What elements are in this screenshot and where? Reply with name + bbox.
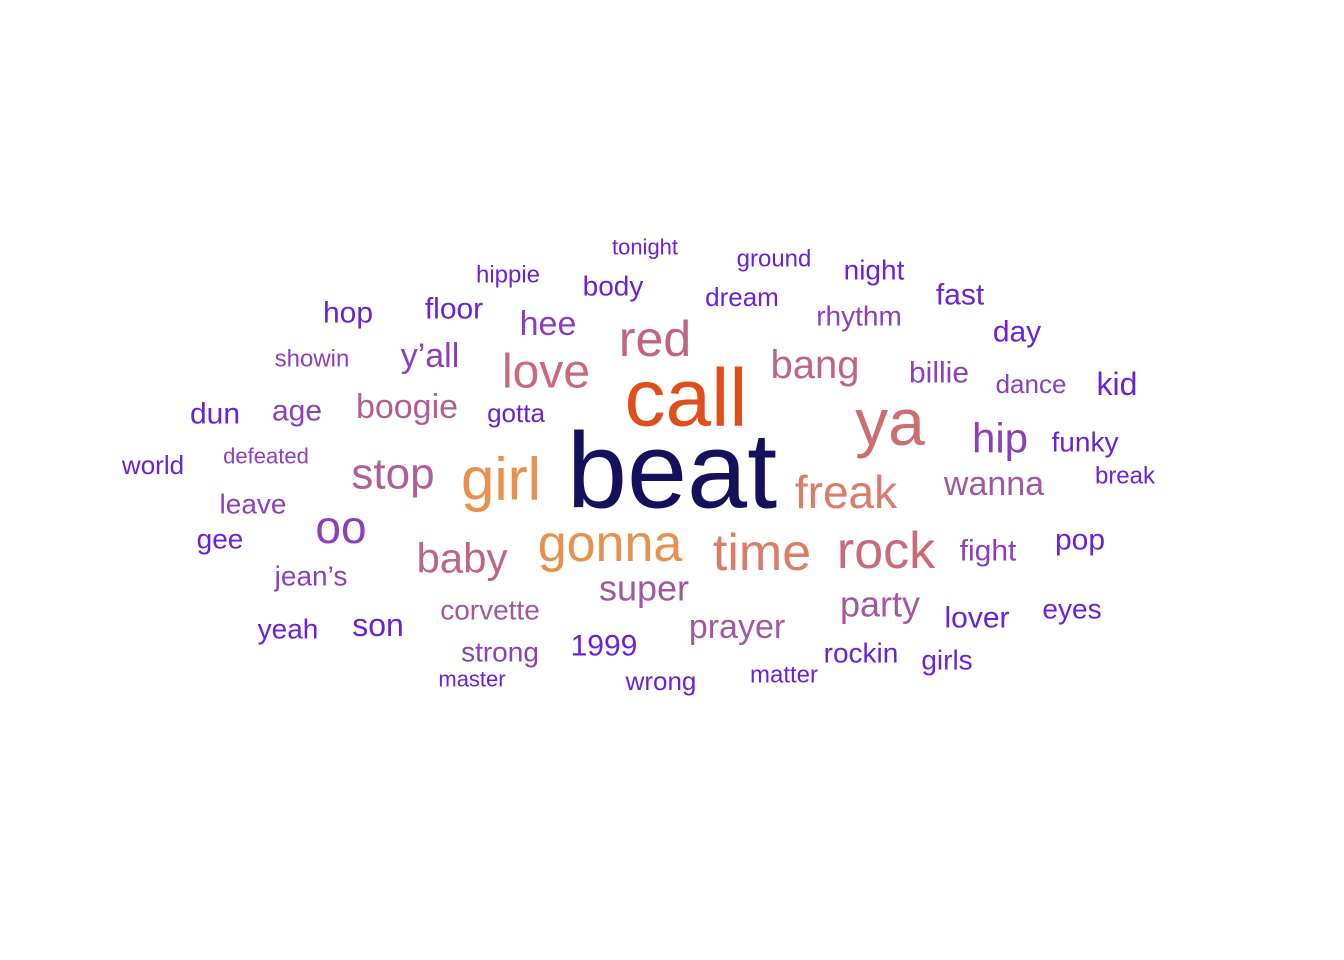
word-wanna: wanna — [943, 465, 1044, 503]
word-leave: leave — [220, 489, 287, 520]
word-hee: hee — [520, 305, 577, 343]
word-jeans: jean’s — [274, 561, 348, 592]
word-strong: strong — [461, 637, 539, 668]
word-ground: ground — [737, 246, 812, 273]
word-hop: hop — [323, 297, 373, 330]
word-hip: hip — [972, 415, 1028, 462]
word-lover: lover — [944, 602, 1009, 635]
word-defeated: defeated — [223, 444, 309, 469]
word-matter: matter — [750, 662, 818, 689]
word-wrong: wrong — [625, 666, 697, 696]
word-red: red — [619, 311, 691, 367]
word-party: party — [840, 584, 920, 625]
word-kid: kid — [1097, 366, 1138, 402]
word-freak: freak — [795, 466, 898, 518]
word-love: love — [502, 346, 590, 399]
word-rock: rock — [837, 522, 936, 580]
word-super: super — [599, 568, 689, 609]
word-rhythm: rhythm — [816, 301, 902, 332]
word-prayer: prayer — [689, 608, 785, 646]
word-yall: y’all — [401, 337, 460, 375]
word-fast: fast — [936, 279, 985, 312]
word-pop: pop — [1055, 524, 1105, 557]
word-bang: bang — [771, 343, 860, 387]
word-dance: dance — [996, 369, 1067, 399]
word-body: body — [583, 271, 644, 302]
word-girls: girls — [921, 645, 972, 676]
word-oo: oo — [315, 501, 366, 553]
word-corvette: corvette — [440, 595, 540, 626]
word-age: age — [272, 395, 322, 428]
word-stop: stop — [351, 450, 434, 499]
word-gonna: gonna — [538, 515, 683, 573]
word-ya: ya — [855, 385, 925, 459]
word-girl: girl — [461, 446, 541, 513]
word-night: night — [844, 255, 905, 286]
word-boogie: boogie — [356, 388, 458, 426]
word-rockin: rockin — [824, 638, 899, 669]
word-gotta: gotta — [487, 398, 545, 428]
word-funky: funky — [1052, 427, 1119, 458]
word-1999: 1999 — [571, 630, 638, 663]
word-gee: gee — [197, 524, 244, 555]
word-son: son — [352, 607, 404, 643]
word-baby: baby — [416, 535, 507, 582]
word-master: master — [438, 667, 505, 692]
word-call: call — [624, 353, 747, 444]
word-day: day — [993, 316, 1041, 349]
word-break: break — [1095, 463, 1156, 490]
word-hippie: hippie — [476, 262, 540, 289]
word-dream: dream — [705, 282, 779, 312]
word-showin: showin — [275, 346, 350, 373]
word-tonight: tonight — [612, 235, 678, 260]
word-fight: fight — [960, 535, 1017, 568]
word-eyes: eyes — [1042, 594, 1101, 625]
word-floor: floor — [425, 293, 483, 326]
word-billie: billie — [909, 357, 969, 390]
word-dun: dun — [190, 398, 240, 431]
word-time: time — [713, 524, 811, 582]
word-yeah: yeah — [258, 614, 319, 645]
word-world: world — [121, 450, 184, 480]
word-beat: beat — [567, 410, 777, 531]
